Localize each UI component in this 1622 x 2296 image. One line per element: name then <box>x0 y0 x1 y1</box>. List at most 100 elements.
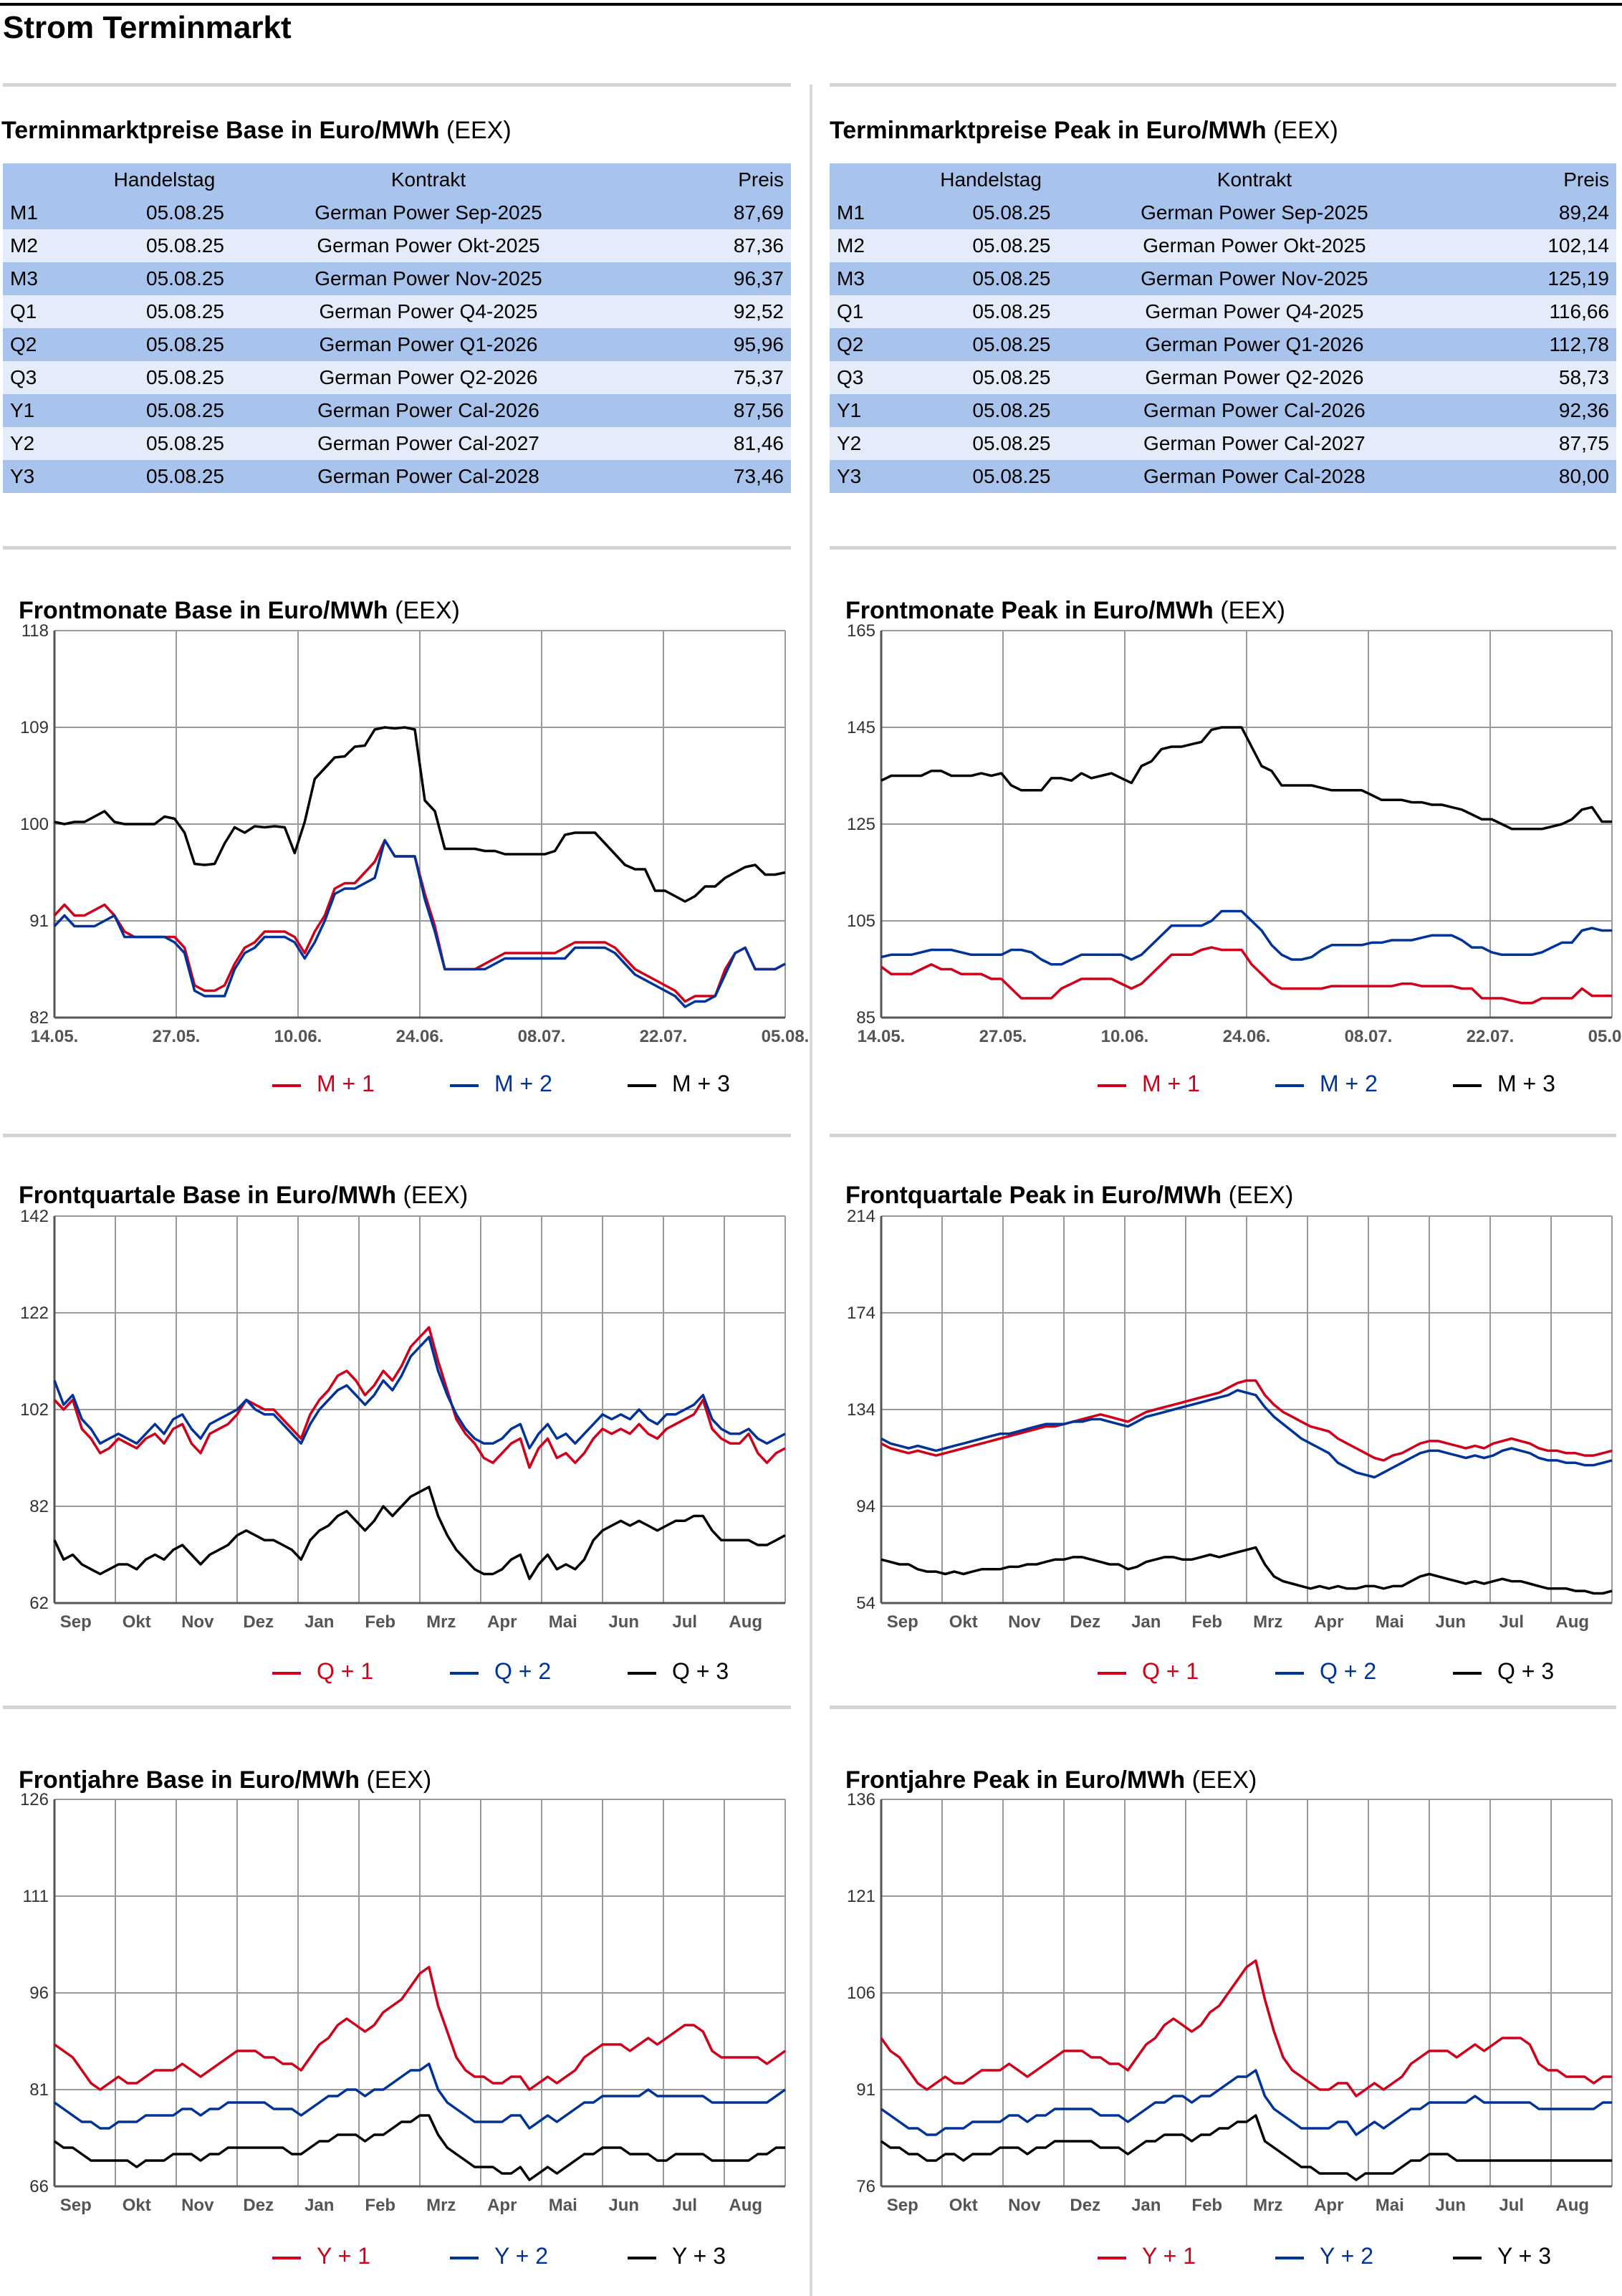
table-cell: German Power Nov-2025 <box>1057 262 1451 295</box>
table-row: M3 05.08.25 German Power Nov-2025 96,37 <box>3 262 791 295</box>
legend-swatch <box>1453 2256 1482 2259</box>
table-cell: 05.08.25 <box>923 262 1058 295</box>
table-row: Q3 05.08.25 German Power Q2-2026 58,73 <box>830 361 1616 394</box>
x-tick-label: Apr <box>487 1612 517 1632</box>
y-tick-label: 106 <box>847 1984 875 2003</box>
chart-title-main: Frontquartale Peak in Euro/MWh <box>845 1182 1222 1209</box>
x-tick-label: Mrz <box>1253 1612 1282 1632</box>
table-row: M2 05.08.25 German Power Okt-2025 102,14 <box>830 229 1616 262</box>
table-cell: Q1 <box>830 295 924 328</box>
table-cell: 87,36 <box>625 229 791 262</box>
chart-title: Frontquartale Base in Euro/MWh (EEX) <box>19 1180 468 1210</box>
x-tick-label: Nov <box>181 1612 214 1632</box>
x-tick-label: Jul <box>672 2196 697 2215</box>
legend-item: Q + 3 <box>1453 1657 1554 1685</box>
legend-item: Q + 1 <box>1098 1657 1199 1685</box>
column-header: Handelstag <box>97 163 231 196</box>
legend-swatch <box>1275 1084 1304 1087</box>
x-tick-label: Jan <box>1131 1612 1161 1632</box>
x-tick-label: Feb <box>1191 1612 1222 1632</box>
legend-label: Y + 2 <box>494 2243 549 2269</box>
x-tick-label: Feb <box>1191 2196 1222 2215</box>
chart-title: Frontjahre Base in Euro/MWh (EEX) <box>19 1765 431 1795</box>
chart-title: Frontmonate Base in Euro/MWh (EEX) <box>19 595 460 626</box>
series-line-3 <box>880 1546 1613 1595</box>
legend-swatch <box>1453 1671 1482 1675</box>
chart-title-main: Frontmonate Peak in Euro/MWh <box>845 597 1214 624</box>
section-separator <box>3 1134 791 1137</box>
x-tick-label: Jan <box>1131 2196 1161 2215</box>
x-tick-label: Jul <box>1499 2196 1524 2215</box>
table-cell: 87,56 <box>625 394 791 427</box>
x-tick-label: Jan <box>304 1612 334 1632</box>
y-tick-label: 165 <box>847 621 875 641</box>
legend-label: M + 1 <box>1142 1071 1200 1096</box>
price-table-base: Handelstag Kontrakt Preis M1 05.08.25 German … <box>3 163 791 493</box>
table-cell: M1 <box>3 196 97 229</box>
table-cell: 92,36 <box>1451 394 1616 427</box>
table-cell: German Power Q1-2026 <box>1057 328 1451 361</box>
chart-title: Frontmonate Peak in Euro/MWh (EEX) <box>845 595 1285 626</box>
series-line-2 <box>880 2069 1612 2136</box>
x-tick-label: Mai <box>1376 1612 1404 1632</box>
x-tick-label: 22.07. <box>640 1027 688 1046</box>
column-header <box>3 163 97 196</box>
legend-item: Y + 3 <box>1453 2242 1551 2270</box>
x-tick-label: Aug <box>1555 2196 1589 2215</box>
table-row: Y3 05.08.25 German Power Cal-2028 80,00 <box>830 460 1616 493</box>
y-tick-label: 174 <box>847 1304 875 1323</box>
x-tick-label: Jan <box>304 2196 334 2215</box>
chart-legend: Q + 1 Q + 2 Q + 3 <box>272 1657 774 1685</box>
legend-swatch <box>1098 2256 1126 2259</box>
chart-title-source: (EEX) <box>395 597 460 624</box>
series-line-1 <box>53 1326 786 1469</box>
series-line-2 <box>53 838 786 1008</box>
legend-swatch <box>450 2256 479 2259</box>
x-tick-label: Dez <box>243 2196 274 2215</box>
legend-label: Q + 3 <box>1497 1658 1555 1684</box>
table-cell: M3 <box>3 262 97 295</box>
y-tick-label: 142 <box>20 1207 49 1226</box>
table-cell: M2 <box>830 229 924 262</box>
table-cell: 05.08.25 <box>97 229 231 262</box>
table-cell: 89,24 <box>1451 196 1616 229</box>
table-cell: Y3 <box>830 460 924 493</box>
legend-swatch <box>1275 1671 1304 1675</box>
page-title: Strom Terminmarkt <box>3 10 292 45</box>
x-tick-label: Okt <box>123 1612 151 1632</box>
series-line-2 <box>53 1336 786 1450</box>
table-cell: 05.08.25 <box>97 295 231 328</box>
legend-item: M + 2 <box>1275 1069 1378 1098</box>
y-tick-label: 76 <box>856 2177 875 2196</box>
x-tick-label: Mrz <box>426 2196 456 2215</box>
table-cell: 125,19 <box>1451 262 1616 295</box>
table-cell: M1 <box>830 196 924 229</box>
chart-title-main: Frontjahre Peak in Euro/MWh <box>845 1766 1186 1794</box>
y-tick-label: 54 <box>856 1594 875 1613</box>
section-separator <box>3 546 791 550</box>
y-tick-label: 134 <box>847 1400 875 1420</box>
table-cell: Q2 <box>830 328 924 361</box>
chart-title-source: (EEX) <box>403 1182 469 1209</box>
table-cell: 87,75 <box>1451 427 1616 460</box>
legend-label: M + 3 <box>1497 1071 1555 1096</box>
column-divider <box>810 85 812 2296</box>
x-tick-label: Feb <box>365 1612 395 1632</box>
chart-frontjahre-base: 66 81 96 111 126 Sep Okt Nov Dez Jan Feb Mrz Apr Mai J… <box>20 1790 787 2215</box>
table-cell: 05.08.25 <box>97 262 231 295</box>
table-cell: Q1 <box>3 295 97 328</box>
table-row: Q3 05.08.25 German Power Q2-2026 75,37 <box>3 361 791 394</box>
legend-swatch <box>1453 1084 1482 1087</box>
y-tick-label: 118 <box>21 621 49 641</box>
table-cell: Y3 <box>3 460 97 493</box>
x-tick-label: 05.08. <box>762 1027 810 1046</box>
y-tick-label: 100 <box>20 815 49 834</box>
top-rule <box>0 3 1622 6</box>
section-separator <box>3 1706 791 1709</box>
table-cell: 05.08.25 <box>97 361 231 394</box>
y-tick-label: 111 <box>23 1887 49 1906</box>
x-tick-label: Okt <box>949 2196 978 2215</box>
x-tick-label: 08.07. <box>1345 1027 1393 1046</box>
legend-swatch <box>628 1084 656 1087</box>
